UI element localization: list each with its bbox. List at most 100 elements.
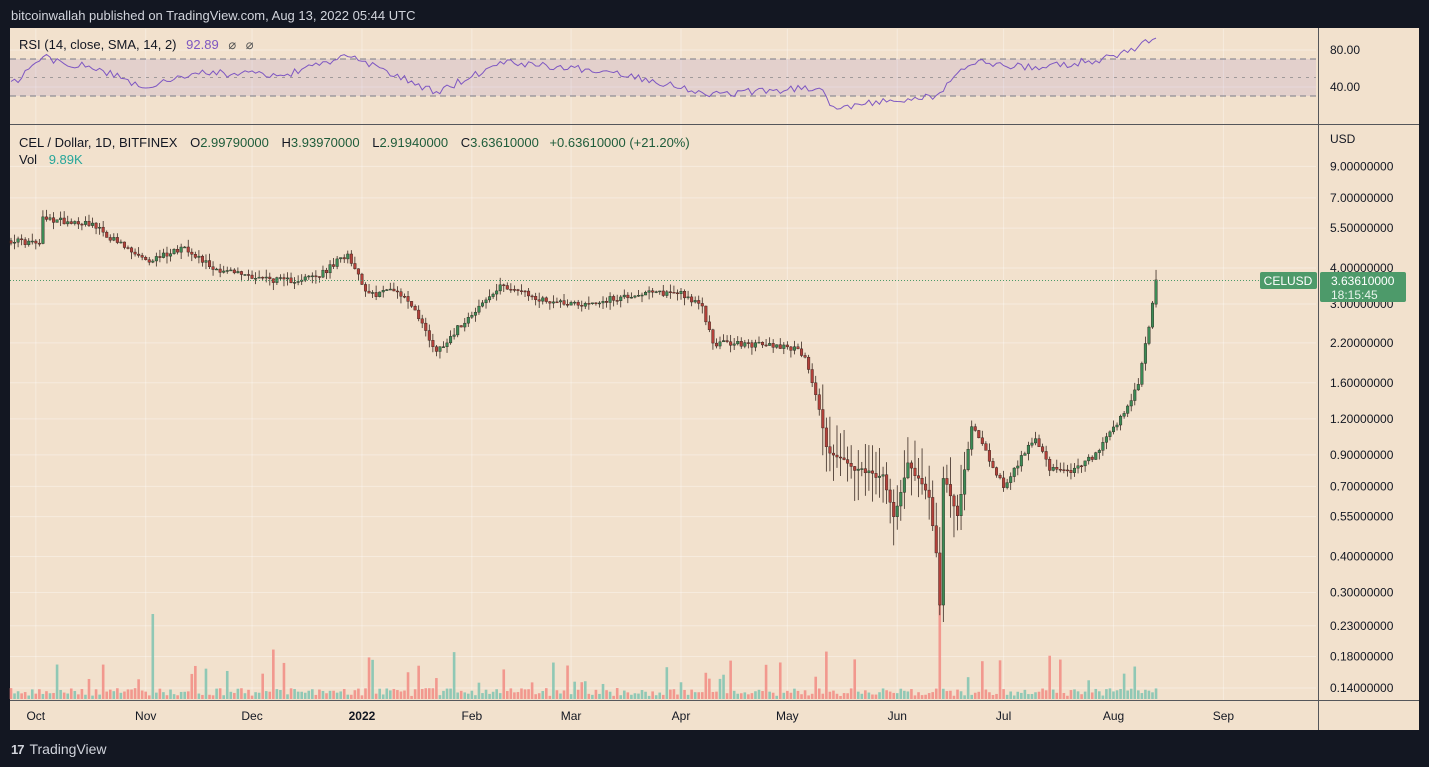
candle-body: [69, 221, 73, 224]
footer-brand[interactable]: 17 TradingView: [11, 740, 107, 758]
volume-bar: [52, 692, 55, 699]
candle-body: [750, 342, 754, 348]
legend-vol-label: Vol: [19, 152, 37, 167]
candle: [863, 444, 867, 496]
candle-body: [438, 346, 442, 352]
candle: [785, 341, 789, 350]
volume-bar: [711, 691, 715, 699]
candle-body: [590, 302, 594, 305]
candle-body: [775, 344, 779, 348]
candle: [1143, 336, 1147, 371]
volume-bar: [16, 691, 20, 699]
volume-bar: [303, 692, 307, 699]
volume-bar: [332, 690, 335, 699]
volume-bar: [105, 691, 109, 699]
candle: [360, 272, 364, 286]
candle: [1058, 462, 1062, 473]
candle-body: [1083, 460, 1087, 467]
candle-body: [991, 461, 995, 468]
candle: [846, 446, 850, 482]
volume-bar: [750, 693, 754, 699]
candle-body: [27, 240, 31, 245]
candle-body: [764, 344, 768, 347]
candle: [995, 466, 999, 478]
candle-body: [881, 474, 885, 477]
candle-body: [973, 426, 977, 431]
candle: [764, 339, 768, 347]
volume-bar: [261, 673, 264, 699]
candle-body: [385, 289, 389, 291]
candle: [392, 282, 396, 292]
candle: [1005, 478, 1009, 490]
volume-bar: [477, 682, 481, 699]
volume-bar: [594, 689, 598, 699]
candle: [807, 354, 811, 374]
candle: [768, 337, 772, 346]
volume-bar: [981, 661, 984, 699]
candle-body: [130, 247, 134, 253]
legend-symbol[interactable]: CEL / Dollar, 1D, BITFINEX: [19, 135, 178, 150]
volume-bar: [243, 693, 247, 699]
candle-body: [1087, 456, 1091, 462]
candle-body: [250, 274, 254, 279]
rsi-flag-1[interactable]: ⌀: [228, 37, 236, 52]
price-tag-countdown: 18:15:45: [1331, 288, 1378, 302]
candle-body: [473, 311, 477, 316]
candle-body: [686, 296, 690, 299]
candle: [998, 473, 1002, 480]
volume-bar: [172, 694, 176, 699]
candle: [1019, 450, 1023, 472]
candle-body: [151, 260, 155, 263]
candle-body: [863, 468, 867, 474]
candle-body: [739, 341, 743, 347]
candle-body: [732, 343, 736, 346]
candle: [381, 285, 385, 298]
candle: [1080, 464, 1084, 473]
candle: [956, 494, 960, 531]
candle: [20, 234, 24, 246]
volume-bar: [807, 695, 810, 699]
candle-body: [275, 277, 279, 283]
volume-bar: [700, 692, 704, 699]
volume-bar: [555, 690, 559, 699]
candle-body: [509, 288, 513, 291]
volume-bar: [506, 691, 509, 699]
time-tick-label: Dec: [241, 709, 262, 723]
candle: [1009, 472, 1013, 490]
candle-body: [346, 253, 350, 260]
candle-body: [395, 290, 399, 293]
candle-body: [789, 346, 793, 351]
volume-bar: [747, 694, 750, 699]
candle: [1065, 464, 1069, 477]
volume-bar: [530, 682, 534, 699]
currency-label: USD: [1330, 132, 1356, 146]
candle-body: [523, 290, 527, 293]
volume-bar: [949, 690, 952, 699]
volume-bar: [899, 688, 903, 699]
candle-body: [282, 277, 286, 280]
candle-body: [977, 430, 981, 439]
candle: [1097, 448, 1101, 460]
volume-bar: [325, 693, 328, 699]
candle-body: [562, 300, 566, 305]
candle: [257, 270, 261, 279]
candle: [463, 317, 467, 332]
volume-bar: [112, 691, 116, 699]
candle: [1062, 462, 1066, 474]
candle: [1122, 411, 1126, 419]
volume-bar: [339, 691, 342, 699]
candle: [402, 293, 406, 299]
candle: [1147, 325, 1151, 346]
candle: [1150, 301, 1154, 329]
candle: [1048, 456, 1052, 477]
candle: [661, 284, 665, 298]
volume-bar: [1066, 695, 1069, 699]
rsi-flag-2[interactable]: ⌀: [246, 37, 254, 52]
candle: [456, 325, 460, 338]
volume-bar: [520, 688, 523, 699]
price-tick-label: 1.20000000: [1330, 412, 1394, 426]
candle: [509, 283, 513, 293]
candle: [927, 465, 931, 520]
volume-bar: [296, 691, 300, 699]
